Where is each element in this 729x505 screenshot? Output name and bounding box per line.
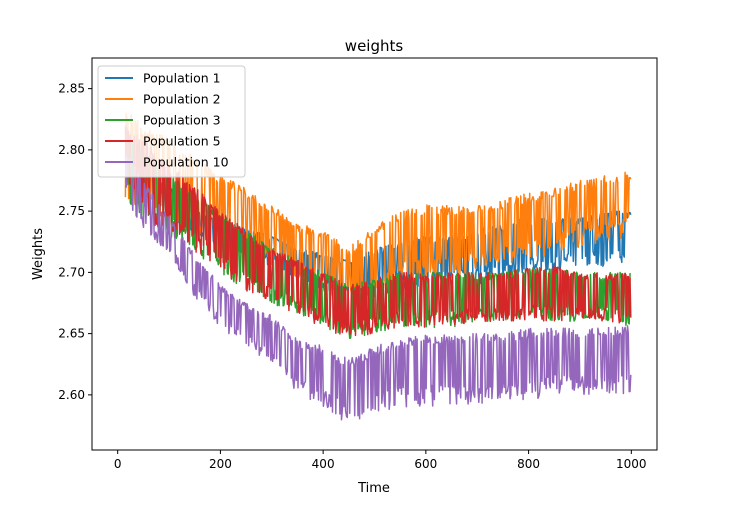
series-line-population-10 <box>124 154 632 421</box>
y-tick-label: 2.80 <box>58 143 85 157</box>
x-axis-ticks: 0 200 400 600 800 1000 <box>114 450 647 471</box>
series-line-population-2 <box>124 112 632 302</box>
legend: Population 1 Population 2 Population 3 Popu… <box>97 65 246 178</box>
legend-items: Population 1 Population 2 Population 3 Popu… <box>105 71 229 170</box>
x-tick-label: 800 <box>517 457 540 471</box>
x-axis-label: Time <box>357 481 390 496</box>
legend-label: Population 1 <box>143 71 221 86</box>
legend-label: Population 3 <box>143 113 221 128</box>
legend-label: Population 10 <box>143 155 229 170</box>
legend-label: Population 5 <box>143 134 221 149</box>
y-tick-label: 2.75 <box>58 204 85 218</box>
x-tick-label: 400 <box>312 457 335 471</box>
x-tick-label: 0 <box>114 457 122 471</box>
x-tick-label: 600 <box>414 457 437 471</box>
y-tick-label: 2.70 <box>58 265 85 279</box>
x-tick-label: 1000 <box>616 457 647 471</box>
y-tick-label: 2.65 <box>58 327 85 341</box>
legend-label: Population 2 <box>143 92 221 107</box>
series-layer <box>124 112 632 421</box>
y-tick-label: 2.85 <box>58 82 85 96</box>
y-tick-label: 2.60 <box>58 388 85 402</box>
x-tick-label: 200 <box>209 457 232 471</box>
plot-frame <box>91 57 658 451</box>
chart-title: weights <box>345 37 404 55</box>
y-axis-label: Weights <box>31 228 46 280</box>
y-axis-ticks: 2.60 2.65 2.70 2.75 2.80 2.85 <box>58 82 92 402</box>
series-line-population-5 <box>124 126 632 337</box>
legend-box <box>97 65 246 178</box>
